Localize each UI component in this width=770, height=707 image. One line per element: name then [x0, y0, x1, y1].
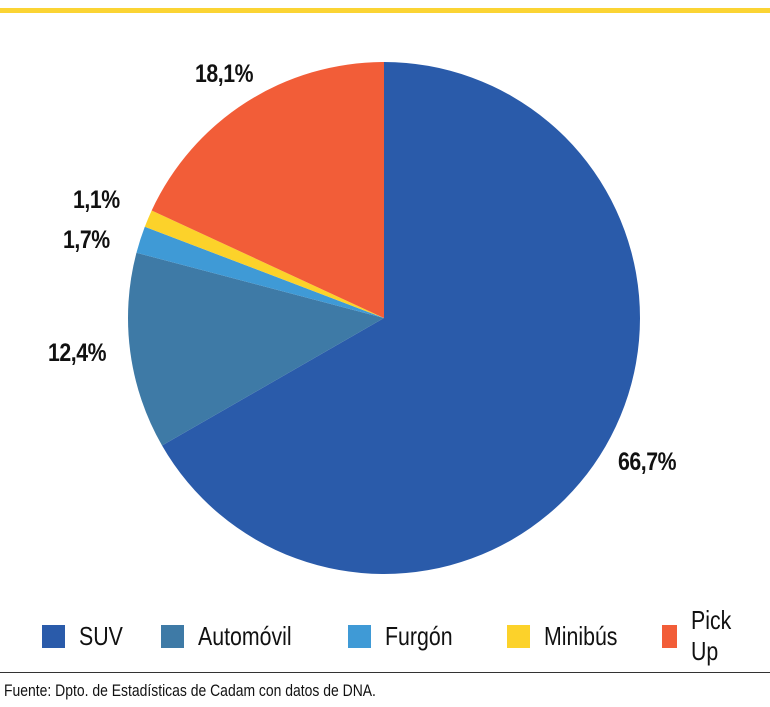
- legend-swatch-pickup: [662, 624, 678, 648]
- source-note: Fuente: Dpto. de Estadísticas de Cadam c…: [4, 681, 376, 700]
- label-minibus: 1,1%: [73, 186, 120, 214]
- top-accent-bar: [0, 8, 770, 13]
- legend-item-suv: SUV: [42, 621, 141, 652]
- legend-label-pickup: Pick Up: [691, 605, 732, 666]
- label-pickup: 18,1%: [195, 60, 254, 88]
- chart-legend: SUV Automóvil Furgón Minibús Pick Up: [42, 605, 770, 667]
- pie-slice-minibus: [144, 210, 384, 318]
- legend-item-automovil: Automóvil: [161, 621, 328, 652]
- legend-swatch-furgon: [348, 624, 371, 648]
- pie-slice-automovil: [127, 252, 384, 446]
- legend-label-furgon: Furgón: [385, 620, 453, 651]
- pie-chart: [127, 62, 640, 574]
- label-automovil: 12,4%: [48, 339, 107, 367]
- legend-label-minibus: Minibús: [544, 620, 618, 651]
- legend-item-furgon: Furgón: [348, 621, 487, 652]
- legend-label-automovil: Automóvil: [198, 620, 292, 651]
- legend-swatch-suv: [42, 624, 65, 648]
- pie-slice-suv: [162, 62, 640, 574]
- legend-item-pickup: Pick Up: [662, 605, 750, 667]
- pie-slice-pickup: [151, 62, 384, 318]
- legend-swatch-minibus: [507, 624, 530, 648]
- label-suv: 66,7%: [618, 448, 677, 476]
- legend-label-suv: SUV: [79, 620, 123, 651]
- pie-slice-furgon: [136, 226, 384, 318]
- legend-item-minibus: Minibús: [507, 621, 642, 652]
- label-furgon: 1,7%: [63, 226, 110, 254]
- footer-divider: [0, 672, 770, 673]
- legend-swatch-automovil: [161, 624, 184, 648]
